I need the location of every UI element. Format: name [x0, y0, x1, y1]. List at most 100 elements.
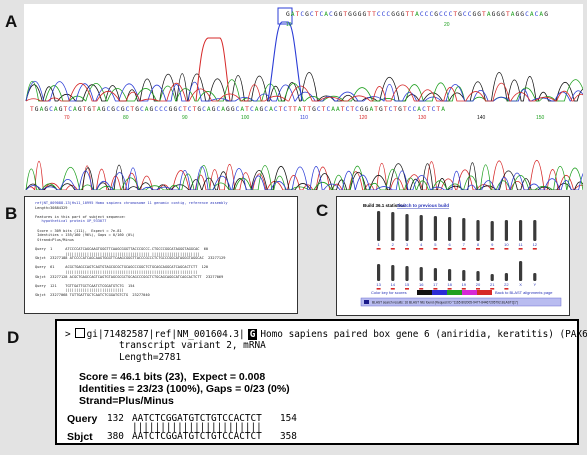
chromosome-12[interactable] — [533, 220, 537, 241]
chromosome-number[interactable]: 13 — [376, 282, 381, 287]
chromosome-number[interactable]: 9 — [491, 242, 494, 247]
chromosome-number[interactable]: 2 — [392, 242, 395, 247]
chromosome-number[interactable]: 3 — [406, 242, 409, 247]
hit-identities: Identities = 23/23 (100%), Gaps = 0/23 (… — [79, 383, 290, 395]
results-banner-bg — [360, 297, 562, 307]
query-start: 132 — [107, 413, 124, 424]
chromosome-13[interactable] — [377, 264, 381, 281]
base-call: C — [448, 11, 453, 18]
base-call: C — [216, 106, 221, 113]
chromosome-number[interactable]: 15 — [405, 282, 410, 287]
chromosome-number[interactable]: Y — [533, 282, 536, 287]
chromosome-22[interactable] — [504, 273, 508, 281]
position-label: 120 — [359, 115, 368, 121]
hit-marker: > — [65, 329, 71, 340]
panel-label-b: B — [5, 204, 18, 223]
sbjct-sequence: AATCTCGGATGTCTGTCCACTCT — [132, 431, 262, 442]
base-call: T — [436, 106, 441, 113]
chromosome-number[interactable]: 10 — [504, 242, 509, 247]
chromosome-8[interactable] — [476, 220, 480, 241]
base-call: G — [364, 106, 369, 113]
blast-hit-detail: > gi|71482587|ref|NM_001604.3| G Homo sapie… — [55, 319, 587, 445]
chromosome-2[interactable] — [391, 212, 395, 241]
chromosome-number[interactable]: 14 — [391, 282, 396, 287]
chromosome-number[interactable]: 17 — [433, 282, 438, 287]
alignment-line: Sbjct 23277068 TGTTGATTGCTCAATCTCGGATGTC… — [35, 292, 150, 297]
base-call: C — [525, 11, 530, 18]
base-call: A — [417, 106, 422, 113]
base-call: C — [178, 106, 183, 113]
hit-description: Homo sapiens paired box gene 6 (aniridia… — [260, 329, 587, 340]
base-call: G — [34, 106, 39, 113]
chromosome-18[interactable] — [448, 269, 452, 281]
panel-label-c: C — [316, 201, 329, 220]
chromosome-11[interactable] — [519, 220, 523, 241]
switch-build-link[interactable]: Switch to previous build — [397, 203, 449, 208]
panel-label-a: A — [5, 12, 18, 31]
back-to-blast-link[interactable]: Back to BLAST alignments page — [495, 290, 553, 295]
base-call: T — [321, 106, 326, 113]
hit-score: Score = 46.1 bits (23), Expect = 0.008 — [79, 371, 266, 383]
chromosome-X[interactable] — [519, 261, 523, 281]
base-call: T — [30, 106, 34, 113]
chromosome-number[interactable]: 16 — [419, 282, 424, 287]
chromosome-Y[interactable] — [533, 273, 537, 281]
chromosome-21[interactable] — [490, 274, 494, 281]
chromosome-1[interactable] — [377, 211, 381, 241]
top-position-10: 10 — [286, 22, 292, 28]
chromosome-number[interactable]: 6 — [448, 242, 451, 247]
chromosome-number[interactable]: 20 — [476, 282, 481, 287]
base-call: C — [419, 11, 424, 18]
chromosome-number[interactable]: 5 — [434, 242, 437, 247]
color-key-swatch — [447, 290, 462, 295]
base-call: C — [273, 106, 278, 113]
chromosome-number[interactable]: 12 — [533, 242, 538, 247]
chromosome-number[interactable]: 8 — [477, 242, 480, 247]
chromosome-9[interactable] — [490, 221, 494, 241]
hit-marker — [518, 248, 523, 250]
color-key-swatch — [417, 290, 432, 295]
chromosome-number[interactable]: 7 — [463, 242, 466, 247]
position-label: 110 — [300, 115, 308, 121]
base-call: G — [515, 11, 520, 18]
base-call: C — [439, 11, 443, 18]
chromosome-17[interactable] — [433, 268, 437, 281]
hit-marker — [447, 288, 452, 290]
hit-select-checkbox[interactable] — [74, 328, 85, 338]
base-call: G — [333, 11, 338, 18]
hit-marker — [405, 288, 409, 290]
chromosome-number[interactable]: 19 — [462, 282, 467, 287]
base-call: T — [426, 106, 431, 113]
chromosome-number[interactable]: X — [519, 282, 522, 287]
chromosome-6[interactable] — [448, 217, 452, 241]
chromosome-number[interactable]: 4 — [420, 242, 423, 247]
gene-link-badge[interactable]: G — [247, 329, 258, 340]
chromosome-number[interactable]: 22 — [504, 282, 509, 287]
chromosome-5[interactable] — [433, 216, 437, 241]
base-call: G — [362, 11, 367, 18]
chromosome-19[interactable] — [462, 270, 466, 281]
chromatogram-plot — [25, 7, 583, 190]
chromosome-number[interactable]: 18 — [447, 282, 452, 287]
base-call: C — [412, 106, 417, 113]
chromosome-15[interactable] — [405, 266, 409, 281]
chromosome-number[interactable]: 11 — [519, 242, 524, 247]
chromosome-number[interactable]: 1 — [377, 242, 380, 247]
chromosome-7[interactable] — [462, 218, 466, 241]
chromosome-4[interactable] — [419, 215, 423, 241]
chromosome-3[interactable] — [405, 214, 409, 241]
chromosome-20[interactable] — [476, 271, 480, 281]
hit-accession-link[interactable]: gi|71482587|ref|NM_001604.3| — [86, 329, 245, 340]
chromosome-number[interactable]: 21 — [490, 282, 495, 287]
bottom-base-calls: TGAGCAGTCAGTGTAGCGCGCTGCAGCCCGGCTCTGCAGC… — [30, 106, 446, 113]
trace-line — [25, 164, 583, 190]
base-call: C — [300, 11, 305, 18]
base-call: G — [379, 106, 384, 113]
chromosome-14[interactable] — [391, 265, 395, 281]
base-call: T — [340, 106, 345, 113]
chromosome-16[interactable] — [419, 267, 423, 281]
base-call: A — [144, 106, 149, 113]
base-call: G — [544, 11, 549, 18]
chromosome-10[interactable] — [504, 220, 508, 241]
base-call: A — [290, 11, 295, 18]
